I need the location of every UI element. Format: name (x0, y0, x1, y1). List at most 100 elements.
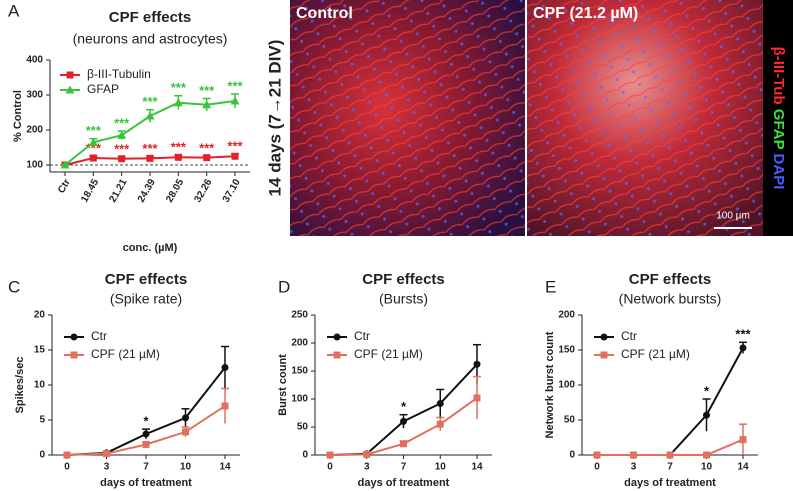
legend-label: Ctr (91, 329, 107, 343)
marker (145, 111, 155, 120)
marker (63, 451, 71, 459)
stain-strip (763, 0, 793, 236)
y-tick-label: 200 (558, 310, 575, 321)
y-tick-label: 10 (34, 380, 46, 391)
marker (174, 153, 182, 161)
legend-label: Ctr (354, 329, 370, 343)
marker (173, 98, 183, 107)
x-tick-label: 32.26 (193, 177, 215, 205)
marker (117, 130, 127, 139)
marker (221, 402, 229, 410)
significance: * (143, 414, 149, 429)
panel-letter: D (278, 277, 290, 296)
significance: *** (114, 141, 130, 156)
x-tick-label: 0 (594, 462, 600, 473)
image-panel: B Control CPF (21.2 µM) 14 days (7→21 DI… (265, 0, 793, 236)
marker (630, 451, 637, 459)
panel-letter: A (8, 1, 20, 20)
x-axis-label: days of treatment (358, 477, 450, 489)
micrograph-texture (290, 0, 525, 236)
marker (473, 360, 481, 368)
y-tick-label: 200 (291, 338, 308, 349)
x-tick-label: 0 (64, 462, 70, 473)
marker (118, 155, 126, 163)
marker (202, 100, 212, 109)
x-tick-label: 7 (401, 462, 407, 473)
marker (333, 351, 341, 359)
y-tick-label: 400 (26, 55, 43, 66)
y-tick-label: 150 (558, 345, 575, 356)
x-tick-label: 10 (180, 462, 192, 473)
marker (182, 428, 189, 436)
marker (203, 154, 211, 162)
legend-label: Ctr (621, 329, 637, 343)
marker (666, 451, 674, 459)
y-axis-label: % Control (12, 90, 24, 142)
marker (703, 451, 710, 459)
marker (230, 96, 240, 105)
chart-subtitle: (Spike rate) (110, 291, 182, 307)
marker (89, 154, 97, 162)
x-tick-label: 7 (143, 462, 149, 473)
y-tick-label: 250 (291, 310, 308, 321)
y-tick-label: 100 (291, 394, 308, 405)
marker (142, 441, 150, 448)
x-tick-label: 3 (631, 462, 637, 473)
legend-label: CPF (21 µM) (621, 347, 690, 361)
marker (739, 436, 747, 444)
chart-subtitle: (Bursts) (379, 291, 428, 307)
y-axis-label: Burst count (277, 354, 289, 416)
micrograph-texture (527, 0, 763, 236)
marker (436, 420, 444, 428)
marker (600, 333, 608, 341)
x-tick-label: 10 (435, 462, 447, 473)
y-tick-label: 100 (26, 160, 43, 171)
x-axis-label: days of treatment (100, 477, 192, 489)
chart-title: CPF effects (105, 271, 188, 288)
marker (182, 414, 189, 422)
x-tick-label: 14 (471, 462, 483, 473)
x-tick-label: 18.45 (79, 177, 101, 205)
y-tick-label: 300 (26, 90, 43, 101)
stain: β-III-Tub (770, 47, 787, 105)
marker (333, 333, 341, 341)
legend-label: CPF (21 µM) (91, 347, 160, 361)
y-tick-label: 20 (34, 310, 46, 321)
stain: GFAP (770, 109, 787, 150)
marker (739, 344, 747, 352)
chart-subtitle: (Network bursts) (619, 291, 722, 307)
significance: *** (142, 94, 158, 109)
y-tick-label: 15 (34, 345, 46, 356)
x-tick-label: 3 (104, 462, 110, 473)
marker (593, 451, 601, 459)
significance: *** (735, 327, 751, 342)
significance: * (704, 383, 710, 398)
y-tick-label: 50 (297, 422, 309, 433)
image-label: Control (296, 5, 353, 22)
x-tick-label: 7 (667, 462, 673, 473)
marker (363, 450, 371, 458)
stain: DAPI (770, 154, 787, 190)
marker (231, 152, 239, 160)
x-tick-label: 14 (737, 462, 749, 473)
x-tick-label: Ctr (56, 177, 73, 195)
significance: *** (227, 78, 243, 93)
significance: *** (199, 83, 215, 98)
y-tick-label: 100 (558, 380, 575, 391)
marker (400, 440, 407, 448)
y-tick-label: 150 (291, 366, 308, 377)
chart-title: CPF effects (629, 271, 712, 288)
y-tick-label: 0 (569, 450, 575, 461)
series-line (597, 347, 744, 456)
significance: *** (227, 139, 243, 154)
marker (436, 399, 444, 407)
legend-label: CPF (21 µM) (354, 347, 423, 361)
marker (65, 85, 75, 94)
marker (70, 351, 78, 359)
significance: *** (171, 80, 187, 95)
significance: * (401, 399, 407, 414)
significance: *** (171, 140, 187, 155)
marker (221, 364, 229, 371)
x-axis-label: conc. (µM) (123, 242, 178, 254)
